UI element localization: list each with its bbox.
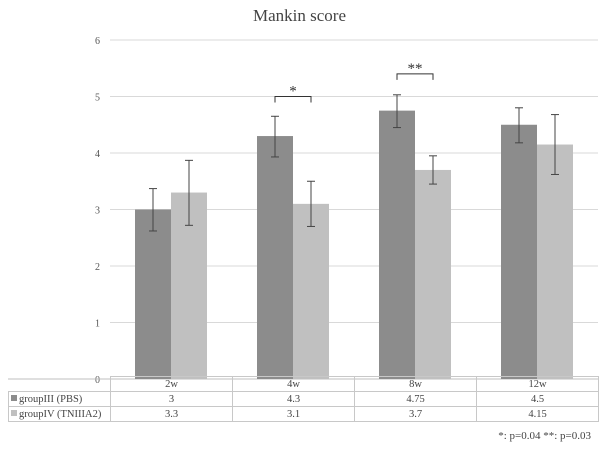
data-table-row-group4: groupIV (TNIIIA2) 3.3 3.1 3.7 4.15 <box>8 406 599 422</box>
table-cell: 4.15 <box>476 406 599 422</box>
y-tick-label: 5 <box>95 93 100 104</box>
table-cell: 4.3 <box>232 391 355 407</box>
bar <box>257 136 293 379</box>
y-tick-label: 3 <box>95 206 100 217</box>
category-label: 4w <box>232 376 355 392</box>
y-tick-label: 1 <box>95 319 100 330</box>
y-tick-label: 2 <box>95 262 100 273</box>
table-cell: 3.7 <box>354 406 477 422</box>
category-label: 2w <box>110 376 233 392</box>
data-table-row-group3: groupIII (PBS) 3 4.3 4.75 4.5 <box>8 391 599 407</box>
table-cell: 3.1 <box>232 406 355 422</box>
chart-title: Mankin score <box>252 6 346 25</box>
legend-swatch-group3 <box>11 394 17 401</box>
bar <box>537 144 573 379</box>
legend-swatch-group4 <box>11 409 17 416</box>
significance-bracket <box>274 96 312 103</box>
y-tick-label: 0 <box>95 375 100 386</box>
legend-entry-group4: groupIV (TNIIIA2) <box>8 406 111 422</box>
y-tick-label: 6 <box>95 36 100 47</box>
legend-entry-group3: groupIII (PBS) <box>8 391 111 407</box>
table-cell: 4.75 <box>354 391 477 407</box>
data-table: 2w 4w 8w 12w groupIII (PBS) 3 4.3 4.75 4… <box>8 376 599 422</box>
significance-footnote: *: p=0.04 **: p=0.03 <box>498 430 591 442</box>
bar <box>379 110 415 379</box>
significance-marker: ** <box>408 61 423 77</box>
series-name: groupIV (TNIIIA2) <box>19 408 102 420</box>
bar <box>501 124 537 379</box>
data-table-corner <box>9 377 111 392</box>
y-tick-label: 4 <box>95 149 100 160</box>
table-cell: 3.3 <box>110 406 233 422</box>
series-name: groupIII (PBS) <box>19 393 83 405</box>
table-cell: 3 <box>110 391 233 407</box>
significance-marker: * <box>289 84 297 100</box>
category-label: 12w <box>476 376 599 392</box>
bar <box>293 203 329 379</box>
significance-bracket <box>396 73 434 80</box>
category-label: 8w <box>354 376 477 392</box>
data-table-header-row: 2w 4w 8w 12w <box>9 376 599 392</box>
bar <box>135 209 171 379</box>
table-cell: 4.5 <box>476 391 599 407</box>
bar <box>415 169 451 379</box>
